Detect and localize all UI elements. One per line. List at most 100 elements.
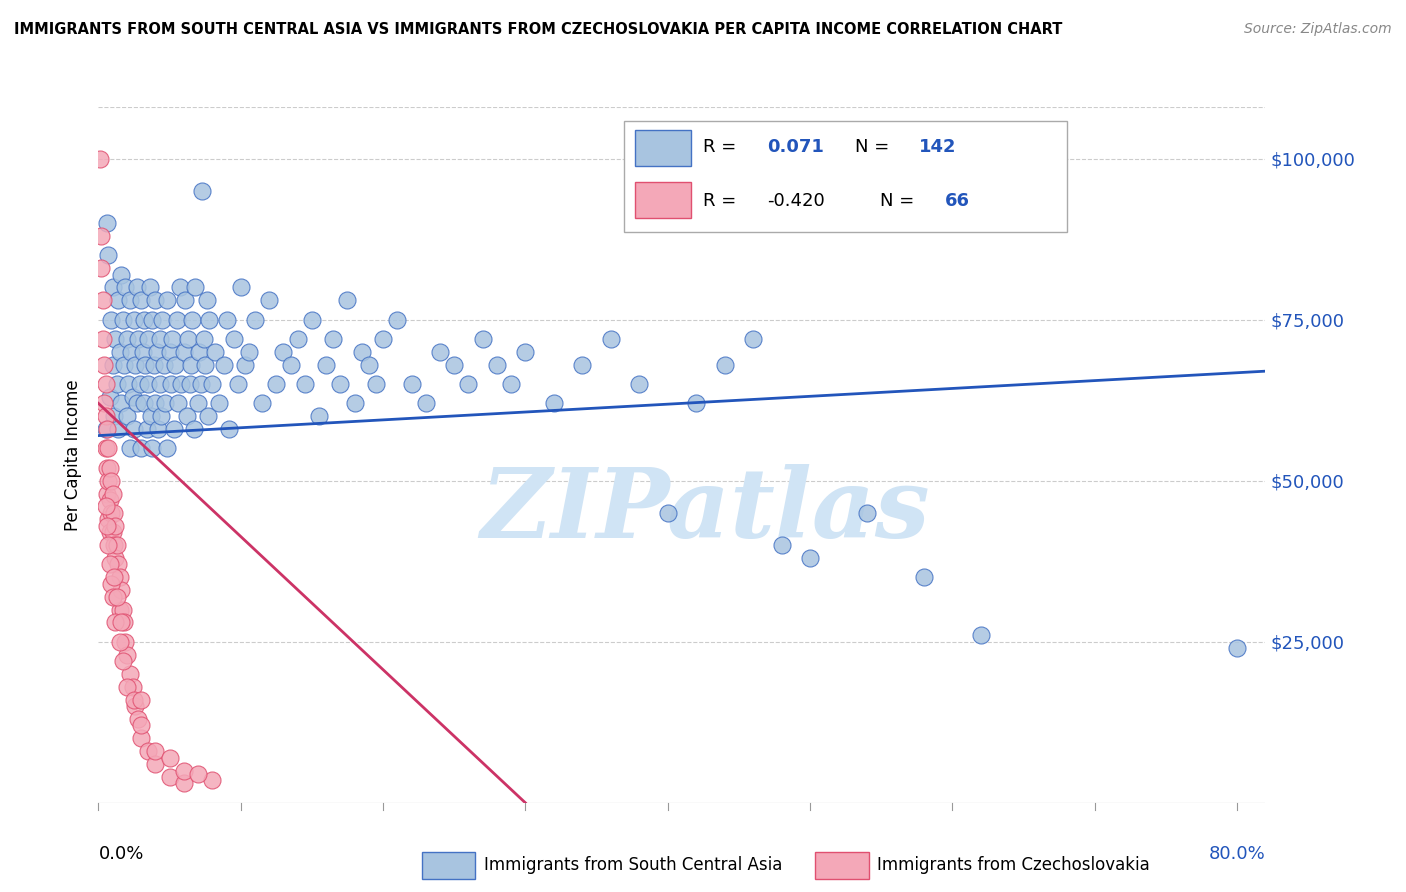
Point: [139, 409, 162, 424]
Point: [96, 486, 118, 500]
Point: [193, 332, 215, 346]
Point: [222, 332, 245, 346]
Point: [212, 358, 235, 372]
Point: [105, 590, 128, 604]
Point: [103, 506, 125, 520]
Point: [107, 422, 129, 436]
Point: [121, 390, 143, 404]
Text: R =: R =: [703, 192, 742, 210]
Point: [98, 390, 121, 404]
Point: [90, 228, 112, 243]
Point: [329, 377, 352, 392]
Point: [132, 396, 155, 410]
Point: [101, 280, 124, 294]
Point: [162, 332, 184, 346]
Point: [117, 377, 139, 392]
Point: [131, 344, 153, 359]
Point: [149, 332, 172, 346]
Point: [114, 280, 136, 294]
Point: [156, 293, 179, 308]
Text: ZIPatlas: ZIPatlas: [481, 464, 929, 558]
Point: [173, 764, 195, 778]
Point: [364, 377, 387, 392]
Point: [201, 773, 224, 788]
Point: [336, 293, 359, 308]
Point: [143, 396, 166, 410]
Point: [105, 538, 128, 552]
Point: [156, 442, 179, 456]
Point: [188, 344, 211, 359]
Point: [415, 396, 437, 410]
Point: [152, 312, 174, 326]
Point: [799, 551, 821, 566]
Point: [101, 486, 124, 500]
Point: [243, 312, 266, 326]
Point: [129, 731, 152, 746]
Point: [122, 312, 145, 326]
Point: [229, 280, 252, 294]
Text: Immigrants from South Central Asia: Immigrants from South Central Asia: [484, 856, 782, 874]
Text: 142: 142: [918, 138, 956, 156]
Point: [129, 442, 152, 456]
Text: IMMIGRANTS FROM SOUTH CENTRAL ASIA VS IMMIGRANTS FROM CZECHOSLOVAKIA PER CAPITA : IMMIGRANTS FROM SOUTH CENTRAL ASIA VS IM…: [14, 22, 1063, 37]
Point: [501, 377, 523, 392]
Point: [94, 422, 117, 436]
Point: [742, 332, 765, 346]
Point: [226, 377, 249, 392]
Point: [180, 358, 202, 372]
Point: [401, 377, 423, 392]
Point: [124, 358, 146, 372]
Point: [100, 312, 122, 326]
Point: [187, 396, 209, 410]
Point: [93, 358, 115, 372]
Point: [599, 332, 621, 346]
Point: [153, 358, 176, 372]
Point: [122, 692, 145, 706]
Point: [97, 442, 120, 456]
Text: -0.420: -0.420: [768, 192, 825, 210]
Point: [104, 551, 127, 566]
Point: [357, 358, 380, 372]
Point: [94, 409, 117, 424]
Point: [110, 583, 132, 598]
Point: [163, 422, 186, 436]
Point: [110, 615, 132, 630]
Point: [94, 442, 117, 456]
Point: [111, 654, 134, 668]
Point: [132, 312, 155, 326]
Point: [127, 332, 149, 346]
Point: [135, 422, 157, 436]
Point: [183, 422, 205, 436]
Point: [136, 744, 159, 758]
Point: [100, 474, 122, 488]
Point: [97, 474, 120, 488]
Point: [250, 396, 273, 410]
Point: [120, 344, 142, 359]
Point: [91, 293, 114, 308]
Point: [143, 744, 166, 758]
Point: [350, 344, 373, 359]
Point: [90, 261, 112, 276]
Point: [107, 558, 129, 572]
Point: [112, 615, 135, 630]
Point: [136, 377, 159, 392]
Point: [98, 558, 121, 572]
Point: [159, 770, 181, 784]
Point: [628, 377, 651, 392]
Point: [148, 422, 170, 436]
Point: [159, 344, 181, 359]
Text: N =: N =: [880, 192, 921, 210]
Text: R =: R =: [703, 138, 742, 156]
Point: [129, 692, 152, 706]
Point: [181, 312, 204, 326]
Point: [97, 512, 120, 526]
Point: [343, 396, 366, 410]
Point: [165, 358, 187, 372]
Point: [96, 518, 118, 533]
Point: [167, 396, 190, 410]
Point: [104, 615, 127, 630]
Text: 66: 66: [945, 192, 970, 210]
Point: [1226, 641, 1249, 656]
Point: [159, 750, 181, 764]
Point: [173, 776, 195, 790]
